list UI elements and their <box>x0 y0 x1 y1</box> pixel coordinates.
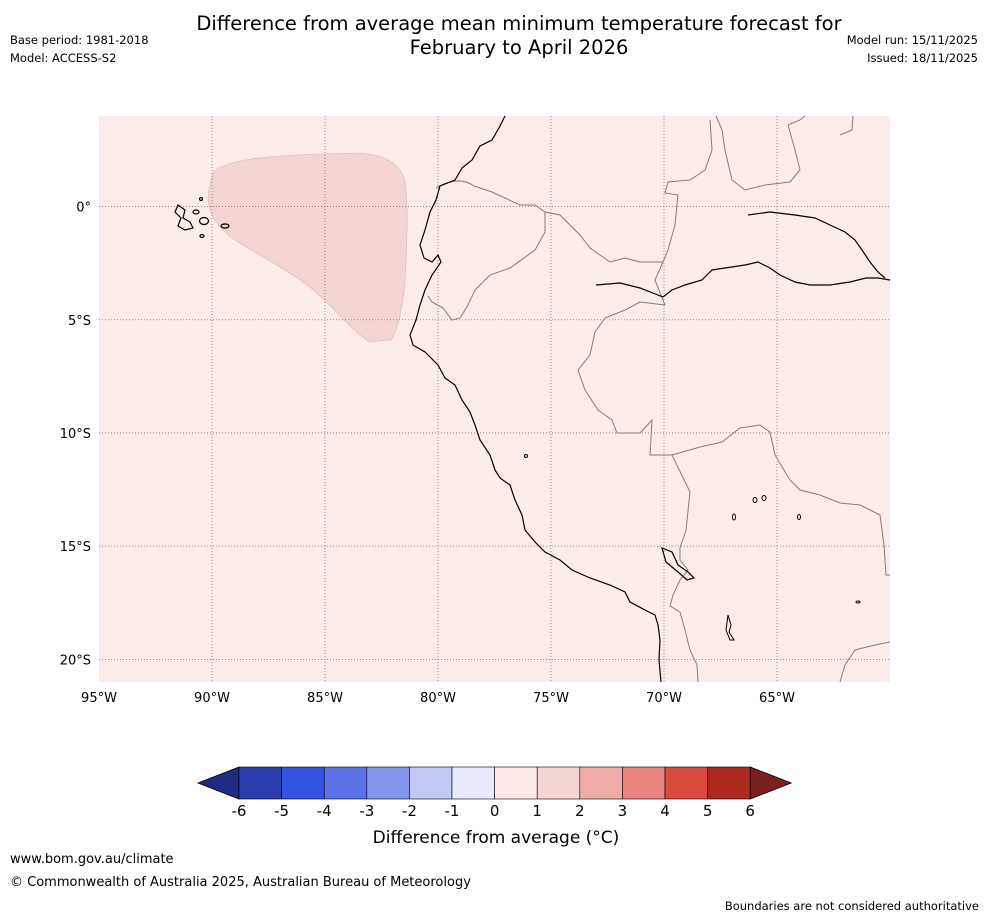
colorbar-tick-label: 1 <box>532 802 542 820</box>
anomaly-region <box>207 152 408 343</box>
colorbar-cell <box>664 766 708 800</box>
colorbar-label: Difference from average (°C) <box>372 828 620 848</box>
santa-cruz-island-icon <box>198 216 210 226</box>
title-line-2: February to April 2026 <box>409 36 629 59</box>
colorbar-cell <box>579 766 623 800</box>
lake-rogagua-icon <box>752 497 758 503</box>
title-line-1: Difference from average mean minimum tem… <box>196 12 842 35</box>
colorbar-cell <box>323 766 368 800</box>
longitude-label: 70°W <box>646 691 682 706</box>
colorbar-cell <box>238 766 282 800</box>
colorbar-tick-label: -4 <box>317 802 332 820</box>
latitude-label: 0° <box>76 201 91 216</box>
longitude-label: 75°W <box>533 691 569 706</box>
border-bolivia-brazil <box>671 424 890 576</box>
santiago-island-icon <box>192 209 200 215</box>
country-borders <box>427 115 891 683</box>
pacific-coastline <box>409 115 662 683</box>
border-peru-bolivia <box>669 569 699 683</box>
footer-disclaimer: Boundaries are not considered authoritat… <box>724 899 979 913</box>
lake-icon-3 <box>732 513 736 521</box>
latitude-label: 20°S <box>60 653 91 668</box>
colorbar-tick-label: 3 <box>618 802 628 820</box>
lake-icon-7 <box>855 600 861 604</box>
colorbar-cells <box>196 766 793 800</box>
colorbar-cell <box>536 766 581 800</box>
isabela-island-icon <box>174 204 194 231</box>
colorbar-tick-label: 0 <box>490 802 500 820</box>
footer-url: www.bom.gov.au/climate <box>10 852 174 867</box>
model-name: Model: ACCESS-S2 <box>10 51 117 65</box>
colorbar-tick-label: -6 <box>232 802 247 820</box>
border-north-top <box>715 115 806 191</box>
map-title: Difference from average mean minimum tem… <box>120 12 918 60</box>
colorbar-ticks: -6 -5 -4 -3 -2 -1 0 1 2 3 4 5 6 <box>232 802 755 820</box>
longitude-label: 95°W <box>81 691 117 706</box>
colorbar-tick-label: 2 <box>575 802 585 820</box>
colorbar-cell <box>494 766 538 800</box>
model-run-date: Model run: 15/11/2025 <box>846 33 978 47</box>
coastlines <box>409 115 891 683</box>
footer-copyright: © Commonwealth of Australia 2025, Austra… <box>10 875 471 890</box>
colorbar-tick-label: 5 <box>703 802 713 820</box>
genovesa-island-icon <box>198 196 204 202</box>
latitude-label: 5°S <box>68 314 91 329</box>
border-bolivia-south <box>839 641 891 683</box>
lake-icon-6 <box>524 454 528 458</box>
colorbar-tick-label: 4 <box>660 802 670 820</box>
colorbar-cell <box>707 766 751 800</box>
base-period: Base period: 1981-2018 <box>10 33 149 47</box>
border-top-right <box>839 115 854 136</box>
negro-river <box>747 211 886 279</box>
bolivian-lakes <box>524 454 861 641</box>
longitude-label: 65°W <box>759 691 795 706</box>
colorbar-cell <box>622 766 666 800</box>
espanola-island-icon <box>199 233 205 239</box>
colorbar-extend-low <box>196 766 240 800</box>
lake-poopo-icon <box>725 614 735 641</box>
lake-titicaca <box>661 546 696 581</box>
border-colombia-brazil <box>609 119 713 263</box>
colorbar-cell <box>451 766 495 800</box>
san-cristobal-island-icon <box>220 223 230 229</box>
meta-right: Model run: 15/11/2025 Issued: 18/11/2025 <box>847 31 978 67</box>
border-peru-brazil <box>577 301 691 571</box>
colorbar-tick-label: -5 <box>274 802 289 820</box>
longitude-label: 85°W <box>307 691 343 706</box>
colorbar-extend-high <box>749 766 793 800</box>
latitude-label: 10°S <box>60 427 91 442</box>
amazon-river <box>595 261 891 298</box>
longitude-label: 80°W <box>420 691 456 706</box>
latitude-label: 15°S <box>60 540 91 555</box>
issued-date: Issued: 18/11/2025 <box>867 51 978 65</box>
latitude-labels: 0° 5°S 10°S 15°S 20°S <box>60 201 91 669</box>
graticule <box>99 116 890 682</box>
colorbar-cell <box>281 766 325 800</box>
lake-icon-2 <box>761 495 767 501</box>
lake-icon-4 <box>797 514 801 520</box>
colorbar-cell <box>366 766 410 800</box>
colorbar-cell <box>409 766 453 800</box>
colorbar-tick-label: 6 <box>745 802 755 820</box>
meta-left: Base period: 1981-2018 Model: ACCESS-S2 <box>10 31 149 67</box>
colorbar-tick-label: -3 <box>359 802 374 820</box>
colorbar-tick-label: -1 <box>445 802 460 820</box>
galapagos-islands <box>174 196 230 239</box>
colorbar-tick-label: -2 <box>402 802 417 820</box>
border-ecuador-peru <box>427 212 546 321</box>
longitude-labels: 95°W 90°W 85°W 80°W 75°W 70°W 65°W <box>81 691 795 706</box>
longitude-label: 90°W <box>194 691 230 706</box>
